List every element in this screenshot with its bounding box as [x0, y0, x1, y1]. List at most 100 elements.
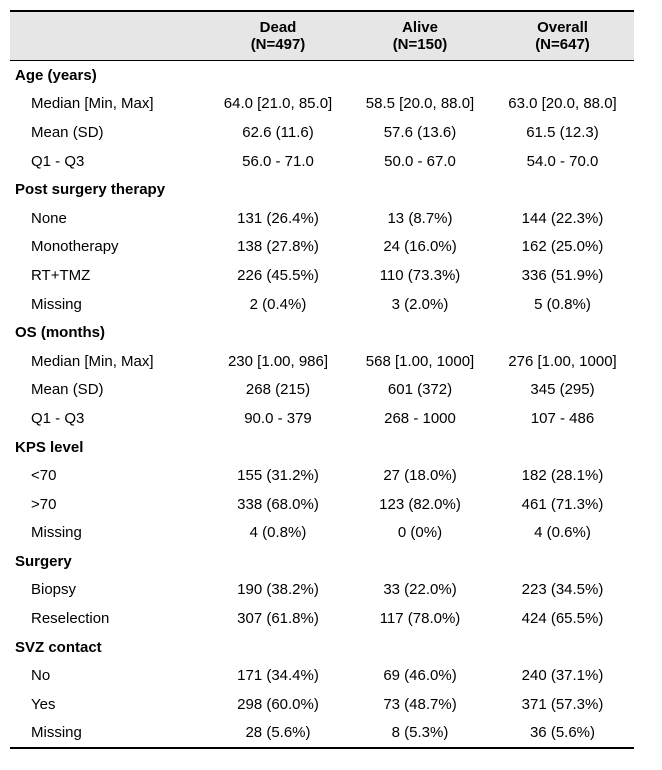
row-label: Missing — [10, 718, 207, 750]
cell-dead: 230 [1.00, 986] — [227, 352, 329, 370]
section-empty-cell — [207, 633, 349, 662]
summary-table: Dead (N=497) Alive (N=150) Overall (N=64… — [10, 10, 634, 750]
row-label: Median [Min, Max] — [31, 352, 154, 370]
table-row: Biopsy 190 (38.2%) 33 (22.0%) 223 (34.5%) — [10, 576, 634, 605]
cell-dead: 268 (215) — [245, 381, 311, 399]
cell-alive: 13 (8.7%) — [387, 209, 453, 227]
header-overall-name: Overall — [537, 19, 588, 36]
table-row: >70 338 (68.0%) 123 (82.0%) 461 (71.3%) — [10, 490, 634, 519]
section-row: KPS level — [10, 433, 634, 462]
section-empty-cell — [349, 547, 491, 576]
cell-alive: 568 [1.00, 1000] — [365, 352, 475, 370]
table-row: Missing 2 (0.4%) 3 (2.0%) 5 (0.8%) — [10, 290, 634, 319]
table-row: <70 155 (31.2%) 27 (18.0%) 182 (28.1%) — [10, 461, 634, 490]
cell-alive: 27 (18.0%) — [383, 467, 457, 485]
table-row: Yes 298 (60.0%) 73 (48.7%) 371 (57.3%) — [10, 690, 634, 719]
section-title: SVZ contact — [15, 638, 102, 656]
section-empty-cell — [207, 61, 349, 90]
cell-alive: 50.0 - 67.0 — [384, 152, 456, 170]
section-empty-cell — [207, 318, 349, 347]
cell-dead: 56.0 - 71.0 — [242, 152, 314, 170]
cell-alive: 73 (48.7%) — [383, 695, 457, 713]
table-row: Monotherapy 138 (27.8%) 24 (16.0%) 162 (25.… — [10, 233, 634, 262]
header-alive-name: Alive — [402, 19, 438, 36]
cell-alive: 268 - 1000 — [384, 409, 456, 427]
section-title: Age (years) — [15, 66, 97, 84]
section-row: OS (months) — [10, 318, 634, 347]
section-title: Surgery — [15, 552, 72, 570]
header-dead-n: (N=497) — [250, 36, 306, 53]
header-alive: Alive (N=150) — [349, 10, 491, 61]
cell-overall: 276 [1.00, 1000] — [508, 352, 617, 370]
section-empty-cell — [207, 547, 349, 576]
cell-dead: 90.0 - 379 — [244, 409, 312, 427]
section-empty-cell — [491, 547, 634, 576]
cell-alive: 69 (46.0%) — [383, 667, 457, 685]
table-row: None 131 (26.4%) 13 (8.7%) 144 (22.3%) — [10, 204, 634, 233]
row-label: Reselection — [31, 610, 110, 628]
cell-dead: 4 (0.8%) — [249, 524, 307, 542]
section-empty-cell — [349, 61, 491, 90]
cell-alive: 58.5 [20.0, 88.0] — [365, 95, 475, 113]
cell-dead: 155 (31.2%) — [237, 467, 319, 485]
cell-dead: 171 (34.4%) — [237, 667, 319, 685]
row-label: Biopsy — [31, 581, 77, 599]
row-label: <70 — [31, 467, 57, 485]
cell-dead: 64.0 [21.0, 85.0] — [223, 95, 333, 113]
cell-dead: 307 (61.8%) — [237, 610, 319, 628]
section-row: Post surgery therapy — [10, 175, 634, 204]
table-body: Age (years) Median [Min, Max] 64.0 [21.0, … — [10, 61, 634, 750]
section-title: Post surgery therapy — [15, 181, 166, 199]
cell-alive: 57.6 (13.6) — [383, 123, 457, 141]
cell-alive: 601 (372) — [387, 381, 453, 399]
section-title: OS (months) — [15, 324, 105, 342]
row-label: Q1 - Q3 — [31, 152, 85, 170]
section-empty-cell — [349, 433, 491, 462]
section-empty-cell — [349, 633, 491, 662]
cell-overall: 36 (5.6%) — [491, 718, 634, 750]
section-row: SVZ contact — [10, 633, 634, 662]
cell-alive: 110 (73.3%) — [379, 266, 461, 284]
table-row: Missing 4 (0.8%) 0 (0%) 4 (0.6%) — [10, 519, 634, 548]
cell-overall: 336 (51.9%) — [521, 266, 604, 284]
row-label: Missing — [31, 524, 82, 542]
cell-dead: 190 (38.2%) — [237, 581, 319, 599]
table-row: Mean (SD) 268 (215) 601 (372) 345 (295) — [10, 376, 634, 405]
cell-overall: 5 (0.8%) — [534, 295, 591, 313]
cell-overall: 54.0 - 70.0 — [526, 152, 599, 170]
table-row: Q1 - Q3 90.0 - 379 268 - 1000 107 - 486 — [10, 404, 634, 433]
cell-dead: 2 (0.4%) — [249, 295, 307, 313]
cell-overall: 223 (34.5%) — [521, 581, 604, 599]
cell-alive: 33 (22.0%) — [383, 581, 457, 599]
row-label: Q1 - Q3 — [31, 409, 85, 427]
cell-alive: 8 (5.3%) — [349, 718, 491, 750]
row-label: Missing — [31, 295, 82, 313]
header-overall-n: (N=647) — [535, 36, 590, 53]
cell-dead: 226 (45.5%) — [237, 266, 319, 284]
cell-overall: 61.5 (12.3) — [526, 123, 599, 141]
header-alive-n: (N=150) — [392, 36, 448, 53]
row-label: Mean (SD) — [31, 123, 104, 141]
cell-alive: 24 (16.0%) — [383, 238, 457, 256]
cell-overall: 182 (28.1%) — [521, 467, 604, 485]
header-overall: Overall (N=647) — [491, 10, 634, 61]
section-row: Surgery — [10, 547, 634, 576]
cell-overall: 345 (295) — [530, 381, 595, 399]
section-empty-cell — [491, 61, 634, 90]
summary-table-container: Dead (N=497) Alive (N=150) Overall (N=64… — [10, 10, 634, 750]
cell-alive: 117 (78.0%) — [379, 610, 461, 628]
row-label: RT+TMZ — [31, 266, 91, 284]
cell-alive: 3 (2.0%) — [391, 295, 449, 313]
cell-overall: 4 (0.6%) — [534, 524, 591, 542]
section-empty-cell — [491, 318, 634, 347]
header-dead-name: Dead — [259, 19, 297, 36]
cell-dead: 62.6 (11.6) — [242, 123, 314, 141]
row-label: Median [Min, Max] — [31, 95, 154, 113]
table-row: No 171 (34.4%) 69 (46.0%) 240 (37.1%) — [10, 661, 634, 690]
table-row: Q1 - Q3 56.0 - 71.0 50.0 - 67.0 54.0 - 70.0 — [10, 147, 634, 176]
header-row: Dead (N=497) Alive (N=150) Overall (N=64… — [10, 10, 634, 61]
cell-alive: 123 (82.0%) — [379, 495, 461, 513]
cell-dead: 138 (27.8%) — [237, 238, 319, 256]
cell-overall: 63.0 [20.0, 88.0] — [508, 95, 617, 113]
section-empty-cell — [207, 433, 349, 462]
